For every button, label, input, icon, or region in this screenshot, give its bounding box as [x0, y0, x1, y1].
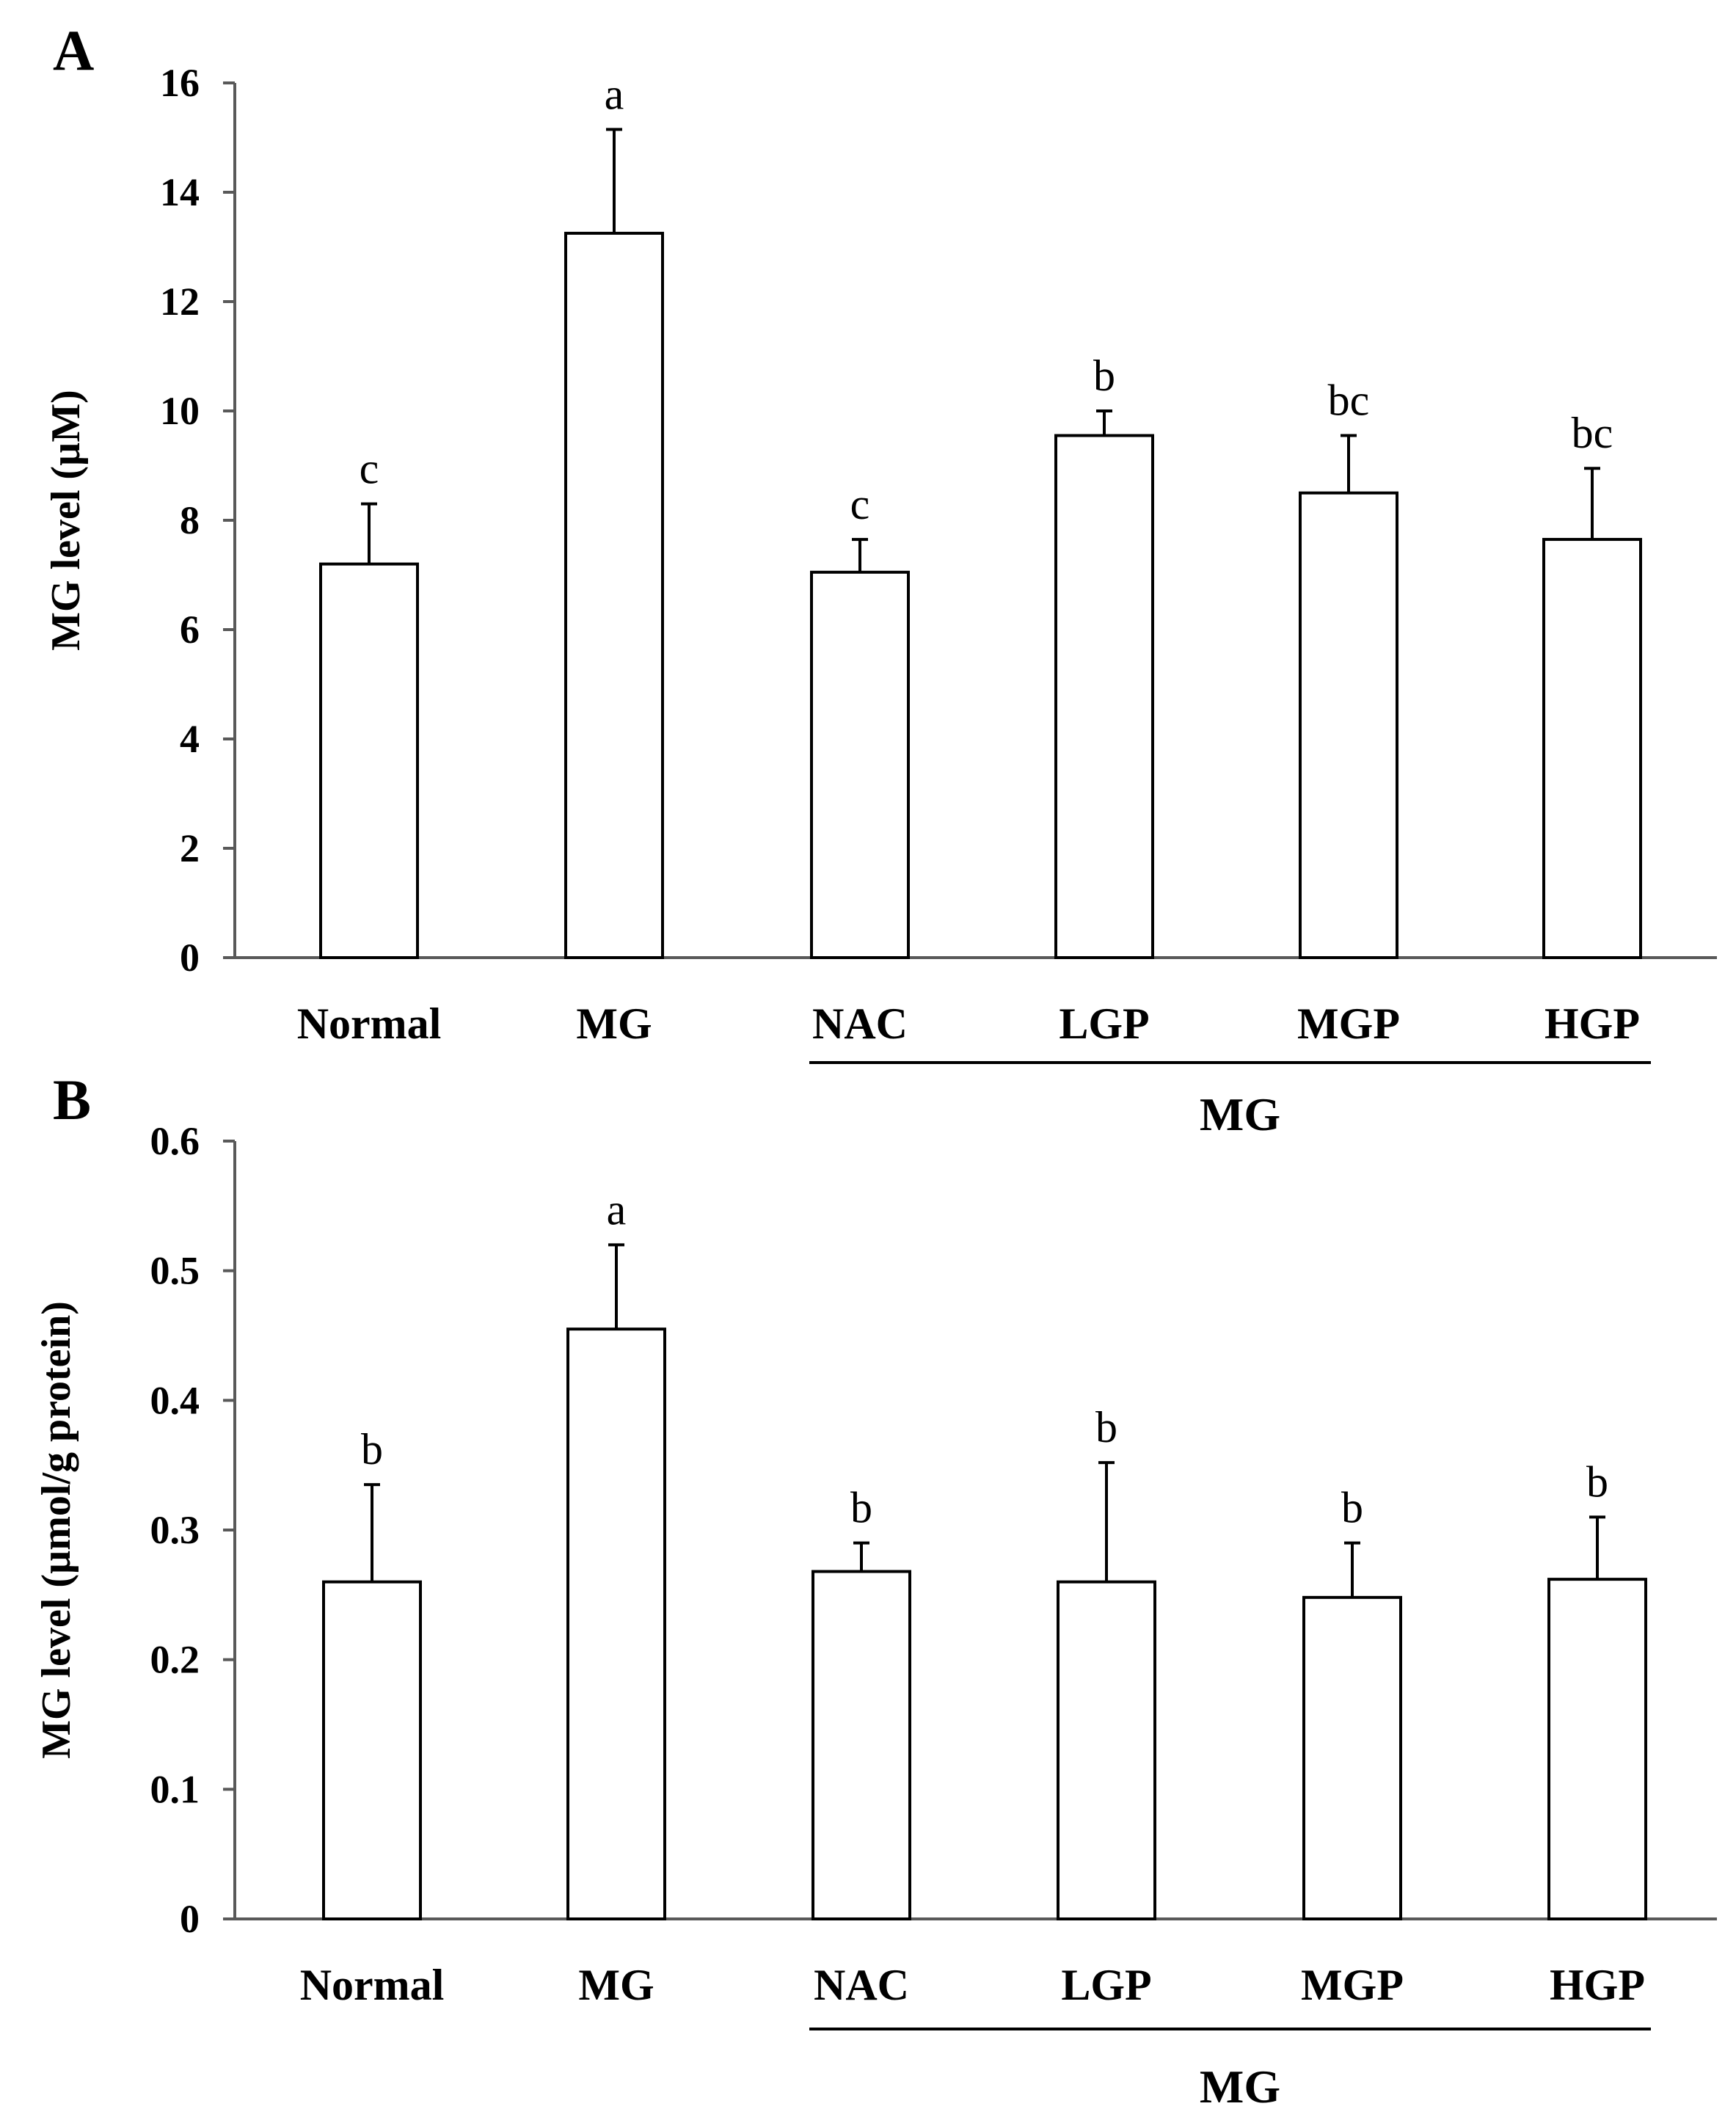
y-tick-label: 0	[180, 936, 200, 980]
y-tick-label: 0	[180, 1897, 200, 1941]
y-tick-label: 0.3	[150, 1508, 200, 1552]
panel-letter-b: B	[53, 1068, 91, 1132]
y-tick-label: 16	[160, 61, 200, 105]
bar-mgp	[1302, 1595, 1402, 1921]
bar-hgp	[1542, 538, 1642, 959]
category-label-mg: MG	[578, 1961, 654, 2009]
significance-label: b	[1341, 1484, 1363, 1532]
y-tick-label: 2	[180, 826, 200, 870]
category-label-mgp: MGP	[1297, 999, 1400, 1048]
bar-nac	[812, 1570, 911, 1921]
panel-letter-a: A	[53, 18, 94, 82]
significance-label: b	[1095, 1403, 1117, 1451]
significance-label: b	[1586, 1457, 1608, 1506]
y-tick-label: 4	[180, 717, 200, 761]
bar-lgp	[1057, 1580, 1156, 1921]
category-label-lgp: LGP	[1059, 999, 1149, 1048]
y-tick-label: 8	[180, 498, 200, 542]
bar-mg	[566, 1327, 666, 1920]
y-tick-label: 0.2	[150, 1638, 200, 1682]
category-label-lgp: LGP	[1061, 1961, 1151, 2009]
y-axis-label: MG level (µmol/g protein)	[34, 1301, 79, 1759]
category-label-normal: Normal	[297, 999, 442, 1048]
category-label-hgp: HGP	[1550, 1961, 1645, 2009]
significance-label: bc	[1328, 376, 1370, 425]
category-label-normal: Normal	[300, 1961, 445, 2009]
category-label-hgp: HGP	[1544, 999, 1640, 1048]
significance-label: b	[361, 1425, 383, 1474]
group-label: MG	[1200, 2061, 1280, 2113]
y-tick-label: 0.5	[150, 1249, 200, 1293]
bar-lgp	[1054, 434, 1154, 959]
significance-label: a	[607, 1185, 627, 1234]
significance-label: a	[605, 70, 624, 118]
y-tick-label: 6	[180, 608, 200, 652]
y-tick-label: 12	[160, 280, 200, 324]
significance-label: b	[1093, 351, 1115, 400]
bar-nac	[810, 570, 910, 959]
y-tick-label: 0.6	[150, 1119, 200, 1163]
significance-label: c	[850, 480, 870, 528]
chart-panel-a: A 0 2 4 6 8 10 12 14 16 MG level (µM) c Normal a MG c NA…	[43, 18, 1717, 1140]
category-label-mgp: MGP	[1301, 1961, 1404, 2009]
group-label: MG	[1200, 1088, 1280, 1140]
y-tick-label: 14	[160, 170, 200, 214]
bar-mg	[564, 231, 664, 959]
category-label-nac: NAC	[812, 999, 908, 1048]
y-axis-label: MG level (µM)	[43, 390, 89, 651]
significance-label: b	[850, 1484, 872, 1532]
bar-hgp	[1547, 1578, 1647, 1920]
significance-label: bc	[1572, 409, 1613, 457]
chart-panel-b: B 0 0.1 0.2 0.3 0.4 0.5 0.6 MG level (µmol/g pro…	[34, 1068, 1717, 2113]
category-label-mg: MG	[576, 999, 652, 1048]
y-tick-label: 10	[160, 389, 200, 433]
y-tick-label: 0.1	[150, 1767, 200, 1811]
y-tick-label: 0.4	[150, 1378, 200, 1422]
category-label-nac: NAC	[814, 1961, 909, 2009]
bar-mgp	[1299, 491, 1398, 959]
bar-normal	[319, 562, 419, 959]
bar-normal	[322, 1580, 422, 1921]
significance-label: c	[360, 445, 379, 493]
